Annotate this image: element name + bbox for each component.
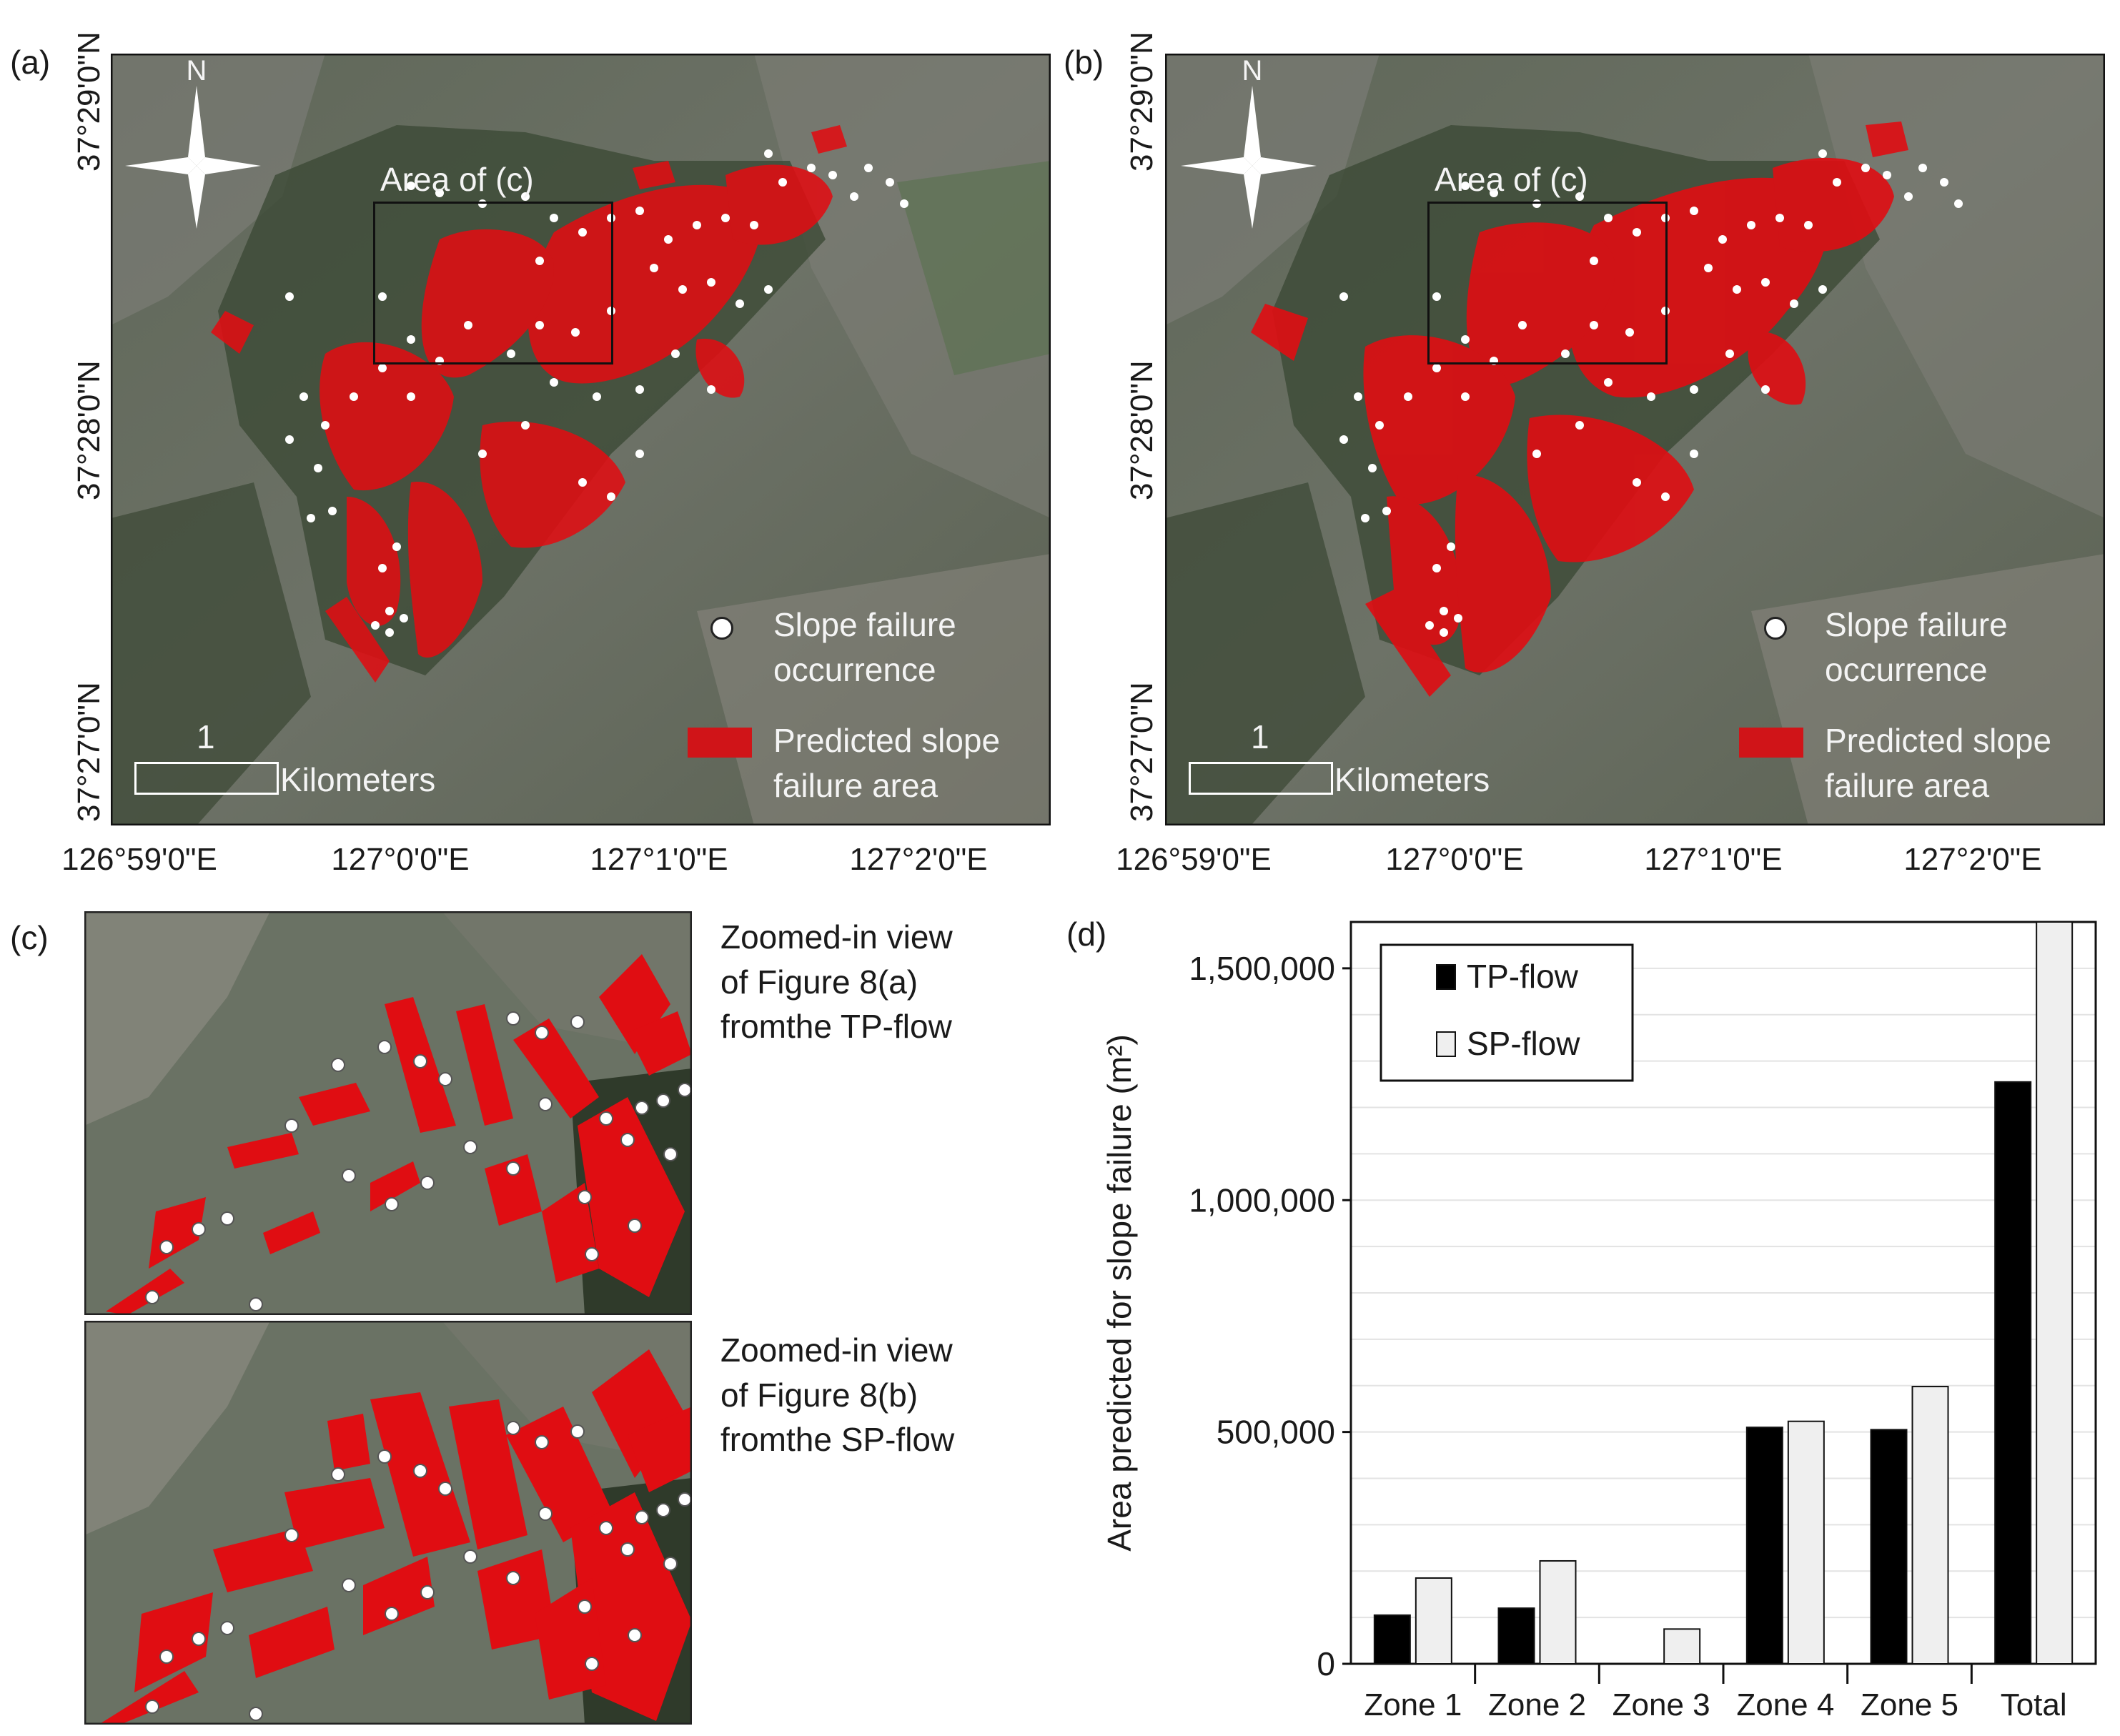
- legend-label: TP-flow: [1467, 958, 1579, 995]
- lat-label-a-1: 37°28'0"N: [71, 360, 107, 500]
- caption-line: Zoomed-in view: [720, 1331, 953, 1369]
- scale-bar-b: [1189, 762, 1333, 795]
- scale-unit-a: Kilometers: [280, 761, 436, 798]
- y-tick-label: 500,000: [1217, 1414, 1335, 1451]
- bar-tp: [1870, 1429, 1908, 1665]
- lat-label-b-1: 37°28'0"N: [1124, 360, 1159, 500]
- legend-area-label-a: Predicted slope failure area: [773, 722, 1001, 805]
- bar-sp: [1539, 1559, 1577, 1665]
- lon-label-a-3: 127°2'0"E: [849, 842, 988, 877]
- scale-bar-a: [134, 762, 279, 795]
- bar-sp: [1415, 1577, 1452, 1665]
- lat-label-a-0: 37°29'0"N: [71, 31, 107, 172]
- lon-label-b-0: 126°59'0"E: [1116, 842, 1272, 877]
- legend-area-symbol-b: [1739, 728, 1803, 758]
- x-tick-label: Zone 5: [1861, 1687, 1958, 1722]
- legend-area-symbol-a: [688, 728, 752, 758]
- bar-tp: [1373, 1614, 1411, 1665]
- caption-line: Zoomed-in view: [720, 918, 953, 956]
- legend-point-label-b: Slope failure occurrence: [1825, 606, 2008, 689]
- lat-label-a-2: 37°27'0"N: [71, 682, 107, 822]
- bar-tp: [1497, 1607, 1535, 1665]
- bar-tp: [1745, 1427, 1783, 1665]
- failure-area: [211, 125, 847, 683]
- legend-box: [1380, 943, 1634, 1082]
- legend-swatch: [1436, 964, 1456, 990]
- map-b: [1165, 54, 2105, 825]
- lat-label-b-0: 37°29'0"N: [1124, 31, 1159, 172]
- zoom-caption-sp: Zoomed-in view of Figure 8(b) fromthe SP…: [720, 1328, 954, 1462]
- y-tick-label: 1,000,000: [1189, 1181, 1335, 1219]
- legend-label: SP-flow: [1467, 1025, 1580, 1062]
- zoom-map-sp: [84, 1321, 692, 1725]
- bar-sp: [1911, 1386, 1949, 1665]
- north-arrow-icon: N: [125, 57, 261, 229]
- legend-area-label-b: Predicted slope failure area: [1825, 722, 2052, 805]
- scale-number-a: 1: [197, 718, 215, 755]
- panel-d-letter: (d): [1066, 916, 1107, 953]
- lon-label-b-1: 127°0'0"E: [1385, 842, 1524, 877]
- x-tick-label: Zone 2: [1488, 1687, 1586, 1722]
- panel-c-letter: (c): [10, 919, 49, 956]
- lon-label-a-0: 126°59'0"E: [61, 842, 217, 877]
- legend-point-symbol-a: [710, 617, 733, 640]
- caption-line: fromthe SP-flow: [720, 1421, 955, 1459]
- zoom-caption-tp: Zoomed-in view of Figure 8(a) fromthe TP…: [720, 915, 953, 1049]
- slope-failure-points: [285, 149, 908, 637]
- bar-sp: [2036, 921, 2074, 1665]
- caption-line: of Figure 8(a): [720, 963, 918, 1001]
- lon-label-b-3: 127°2'0"E: [1903, 842, 2042, 877]
- north-arrow-icon: N: [1181, 57, 1317, 229]
- area-box-b: [1427, 202, 1668, 364]
- lon-label-a-2: 127°1'0"E: [590, 842, 728, 877]
- y-tick-label: 1,500,000: [1189, 950, 1335, 987]
- legend-point-label-a: Slope failure occurrence: [773, 606, 956, 689]
- x-tick-label: Total: [2001, 1687, 2067, 1722]
- y-tick-label: 0: [1317, 1645, 1335, 1682]
- x-tick-label: Zone 4: [1736, 1687, 1834, 1722]
- x-tick-label: Zone 3: [1613, 1687, 1710, 1722]
- legend-point-symbol-b: [1764, 617, 1787, 640]
- map-a: [111, 54, 1051, 825]
- lon-label-b-2: 127°1'0"E: [1644, 842, 1783, 877]
- panel-a-letter: (a): [10, 44, 51, 81]
- bar-sp: [1663, 1628, 1701, 1665]
- lat-label-b-2: 37°27'0"N: [1124, 682, 1159, 822]
- caption-line: fromthe TP-flow: [720, 1008, 952, 1046]
- bar-sp: [1787, 1420, 1825, 1665]
- x-tick-label: Zone 1: [1364, 1687, 1462, 1722]
- zoom-map-tp: [84, 911, 692, 1315]
- area-box-a: [373, 202, 613, 364]
- legend-swatch: [1436, 1031, 1456, 1057]
- scale-number-b: 1: [1251, 718, 1269, 755]
- y-axis-label: Area predicted for slope failure (m²): [1101, 1034, 1138, 1552]
- panel-b-letter: (b): [1064, 44, 1104, 81]
- area-label-b: Area of (c): [1435, 161, 1588, 198]
- scale-unit-b: Kilometers: [1334, 761, 1490, 798]
- slope-failure-points: [1339, 149, 1963, 637]
- lon-label-a-1: 127°0'0"E: [331, 842, 470, 877]
- bar-chart: 0 500,000 1,000,000 1,500,000 Area predicted…: [1101, 921, 2097, 1722]
- caption-line: of Figure 8(b): [720, 1376, 918, 1414]
- area-label-a: Area of (c): [380, 161, 534, 198]
- north-label: N: [1242, 57, 1263, 86]
- bar-tp: [1994, 1081, 2032, 1665]
- north-label: N: [187, 57, 207, 86]
